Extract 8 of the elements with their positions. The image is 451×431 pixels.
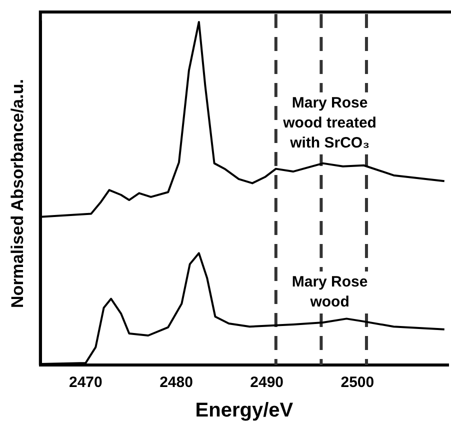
x-tick-label: 2470 [69,374,102,392]
x-tick-label: 2480 [160,374,193,392]
x-tick-label: 2500 [340,374,374,392]
x-axis-title: Energy/eV [195,400,294,422]
x-tick-label: 2490 [250,374,284,392]
y-axis-title: Normalised Absorbance/a.u. [8,79,27,308]
series-label: Mary Rose wood treated with SrCO₃ [282,94,376,152]
series-label: Mary Rose wood [292,274,368,311]
